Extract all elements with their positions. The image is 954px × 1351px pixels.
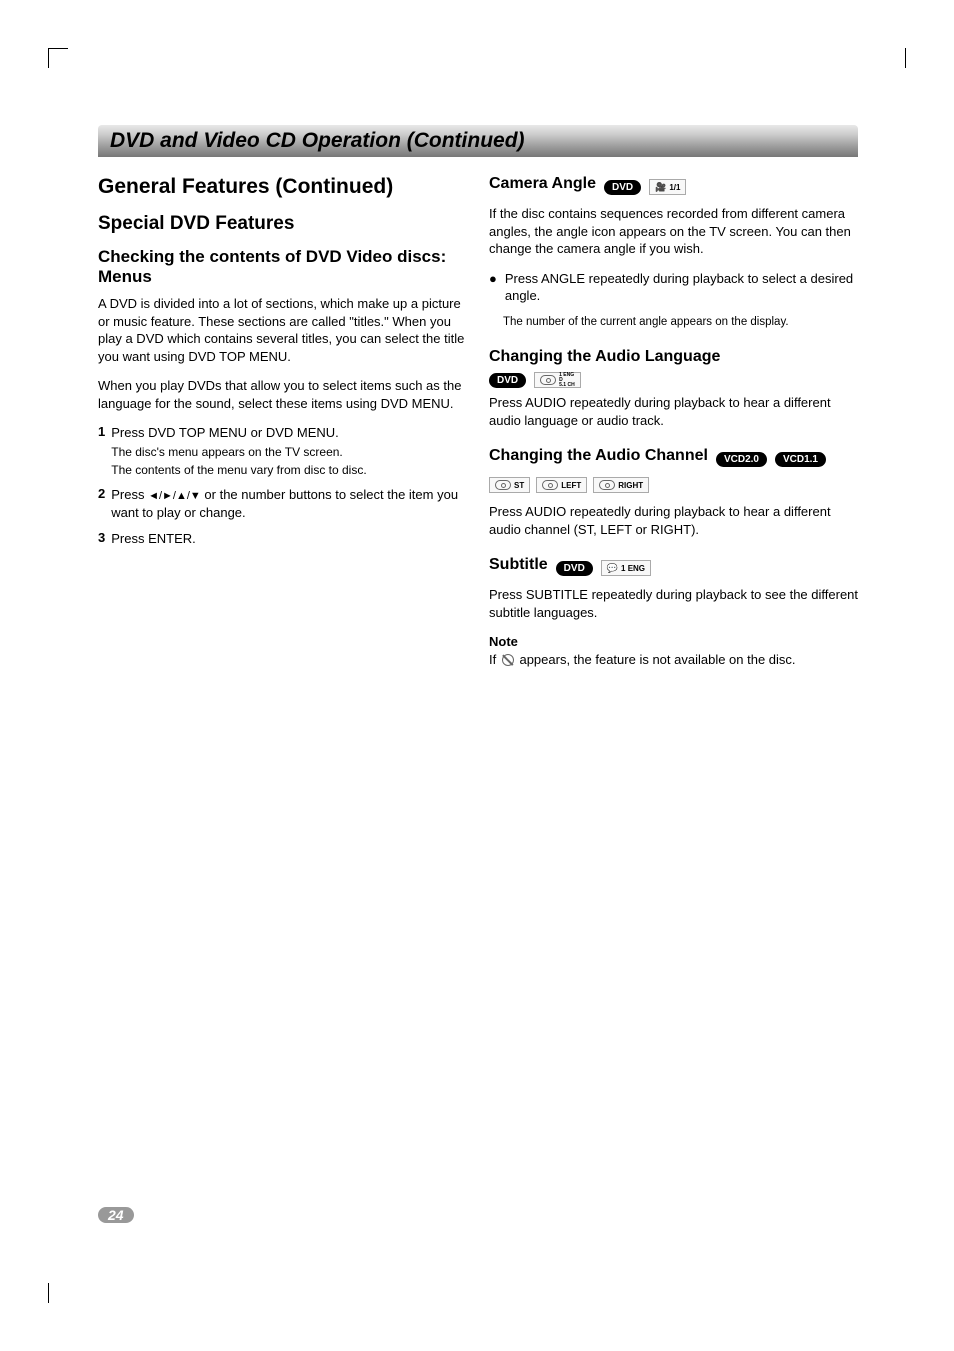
dvd-badge: DVD — [556, 561, 593, 576]
bullet-item: ● Press ANGLE repeatedly during playback… — [489, 270, 858, 305]
arrow-icons: ◄/►/▲/▼ — [148, 490, 201, 502]
ch-label: ST — [514, 481, 524, 490]
angle-indicator: 🎥 1/1 — [649, 179, 686, 195]
step-item: 2 Press ◄/►/▲/▼ or the number buttons to… — [98, 486, 467, 521]
heading-row: Changing the Audio Channel VCD2.0 VCD1.1 — [489, 447, 858, 471]
crop-mark — [48, 48, 68, 68]
heading-checking-contents: Checking the contents of DVD Video discs… — [98, 247, 467, 287]
bullet-list: ● Press ANGLE repeatedly during playback… — [489, 270, 858, 305]
left-column: General Features (Continued) Special DVD… — [98, 175, 467, 686]
camera-icon: 🎥 — [655, 182, 666, 193]
step-list: 1 Press DVD TOP MENU or DVD MENU. The di… — [98, 424, 467, 547]
badge-row: DVD 1 ENG D 5.1 CH — [489, 372, 858, 388]
audio-lang-indicator: 1 ENG D 5.1 CH — [534, 372, 581, 388]
subtitle-section: Subtitle DVD 💬 1 ENG Press SUBTITLE repe… — [489, 556, 858, 668]
banner-title: DVD and Video CD Operation (Continued) — [110, 129, 525, 152]
step-text: Press DVD TOP MENU or DVD MENU. The disc… — [111, 424, 366, 478]
bullet-dot: ● — [489, 270, 497, 305]
disc-icon — [599, 480, 615, 490]
heading-audio-language: Changing the Audio Language — [489, 348, 858, 366]
step-sub: The disc's menu appears on the TV screen… — [111, 444, 366, 460]
step-item: 3 Press ENTER. — [98, 530, 467, 548]
ch-label: RIGHT — [618, 481, 643, 490]
audio-language-section: Changing the Audio Language DVD 1 ENG D … — [489, 348, 858, 429]
paragraph: If the disc contains sequences recorded … — [489, 205, 858, 258]
prohibit-icon — [502, 654, 514, 666]
step-text: Press ◄/►/▲/▼ or the number buttons to s… — [111, 486, 467, 521]
note-pre: If — [489, 652, 500, 667]
heading-row: Camera Angle DVD 🎥 1/1 — [489, 175, 858, 199]
bullet-sub: The number of the current angle appears … — [503, 315, 858, 331]
step-main: Press DVD TOP MENU or DVD MENU. — [111, 425, 339, 440]
channel-indicator-row: ST LEFT RIGHT — [489, 477, 858, 493]
angle-value: 1/1 — [669, 183, 680, 192]
heading-special-dvd: Special DVD Features — [98, 213, 467, 235]
camera-angle-section: Camera Angle DVD 🎥 1/1 If the disc conta… — [489, 175, 858, 330]
disc-icon — [542, 480, 558, 490]
bullet-text: Press ANGLE repeatedly during playback t… — [505, 270, 858, 305]
subtitle-icon: 💬 — [607, 563, 618, 574]
paragraph: A DVD is divided into a lot of sections,… — [98, 295, 467, 365]
note-post: appears, the feature is not available on… — [519, 652, 795, 667]
step-number: 3 — [98, 530, 105, 548]
disc-icon — [540, 375, 556, 385]
crop-mark — [48, 1283, 68, 1303]
paragraph: When you play DVDs that allow you to sel… — [98, 377, 467, 412]
paragraph: Press AUDIO repeatedly during playback t… — [489, 394, 858, 429]
step-sub: The contents of the menu vary from disc … — [111, 462, 366, 478]
step-number: 2 — [98, 486, 105, 521]
page-number: 24 — [98, 1207, 134, 1223]
channel-st-indicator: ST — [489, 477, 530, 493]
crop-mark — [886, 48, 906, 68]
ch-label: LEFT — [561, 481, 581, 490]
stacked-audio-text: 1 ENG D 5.1 CH — [559, 373, 575, 388]
subtitle-value: 1 ENG — [621, 564, 645, 573]
paragraph: Press AUDIO repeatedly during playback t… — [489, 503, 858, 538]
disc-icon — [495, 480, 511, 490]
paragraph: Press SUBTITLE repeatedly during playbac… — [489, 586, 858, 621]
heading-subtitle: Subtitle — [489, 556, 548, 574]
heading-camera-angle: Camera Angle — [489, 175, 596, 193]
heading-audio-channel: Changing the Audio Channel — [489, 447, 708, 465]
subtitle-indicator: 💬 1 ENG — [601, 560, 651, 576]
vcd20-badge: VCD2.0 — [716, 452, 767, 467]
vcd11-badge: VCD1.1 — [775, 452, 826, 467]
heading-row: Subtitle DVD 💬 1 ENG — [489, 556, 858, 580]
step-number: 1 — [98, 424, 105, 478]
channel-left-indicator: LEFT — [536, 477, 587, 493]
step-item: 1 Press DVD TOP MENU or DVD MENU. The di… — [98, 424, 467, 478]
heading-general-features: General Features (Continued) — [98, 175, 467, 199]
section-banner: DVD and Video CD Operation (Continued) — [98, 125, 858, 157]
audio-channel-section: Changing the Audio Channel VCD2.0 VCD1.1… — [489, 447, 858, 538]
channel-right-indicator: RIGHT — [593, 477, 649, 493]
note-label: Note — [489, 634, 858, 649]
two-column-layout: General Features (Continued) Special DVD… — [98, 175, 858, 686]
page-number-pill: 24 — [98, 1207, 134, 1223]
dvd-badge: DVD — [489, 373, 526, 388]
step-pre: Press — [111, 487, 148, 502]
note-text: If appears, the feature is not available… — [489, 651, 858, 669]
step-text: Press ENTER. — [111, 530, 196, 548]
dvd-badge: DVD — [604, 180, 641, 195]
right-column: Camera Angle DVD 🎥 1/1 If the disc conta… — [489, 175, 858, 686]
ind-bot: 5.1 CH — [559, 383, 575, 388]
page-content: DVD and Video CD Operation (Continued) G… — [98, 125, 858, 686]
